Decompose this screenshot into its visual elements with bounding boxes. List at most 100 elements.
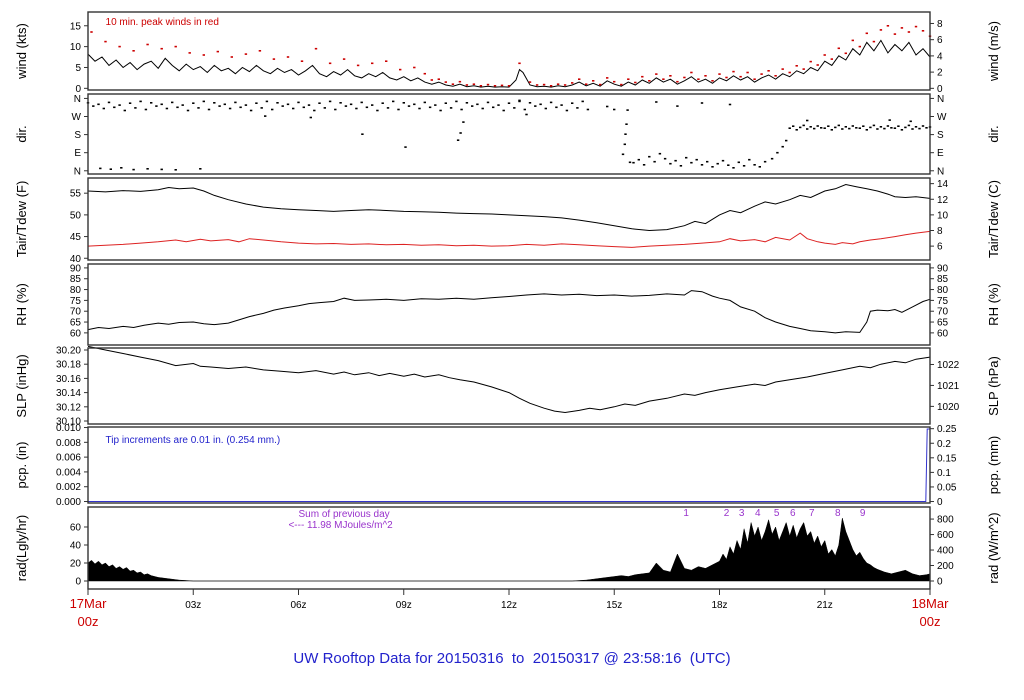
ytick-left-rh: 65 [70, 318, 82, 329]
ytick-left-rh: 60 [70, 328, 82, 339]
ytick-right-rad: 400 [937, 546, 954, 557]
annotation-rad-2: 1 [683, 508, 689, 519]
ytick-left-wind: 5 [75, 63, 81, 74]
annotation-rad-5: 4 [755, 508, 761, 519]
ytick-left-rad: 0 [75, 576, 81, 587]
ytick-left-rh: 80 [70, 285, 82, 296]
ytick-left-slp: 30.16 [56, 374, 81, 385]
axis-label-right-rh: RH (%) [986, 283, 1001, 326]
panel-wind: 0 5 10 15 0 2 4 6 8 wind (kts) wind (m/s) 10 min. p… [14, 11, 1001, 95]
series-wind-direction [86, 99, 932, 171]
ytick-right-slp: 1022 [937, 360, 960, 371]
panel-frame-wind [87, 11, 931, 91]
ytick-right-tair: 10 [937, 210, 949, 221]
ytick-left-pcp: 0.000 [56, 497, 81, 508]
axis-label-right-pcp: pcp. (mm) [986, 436, 1001, 495]
ytick-right-tair: 12 [937, 195, 949, 206]
ytick-left-slp: 30.18 [56, 360, 81, 371]
annotation-rad-8: 7 [809, 508, 815, 519]
annotation-pcp-0: Tip increments are 0.01 in. (0.254 mm.) [106, 435, 281, 446]
series-precip-accum [88, 428, 930, 502]
ytick-left-pcp: 0.008 [56, 438, 81, 449]
ytick-right-pcp: 0 [937, 497, 943, 508]
ytick-left-pcp: 0.010 [56, 423, 81, 434]
ytick-left-wind: 10 [70, 42, 82, 53]
ytick-right-dir: W [937, 112, 947, 123]
ytick-right-dir: N [937, 94, 944, 105]
annotation-rad-7: 6 [790, 508, 796, 519]
chart-title: UW Rooftop Data for 20150316 to 20150317… [293, 650, 731, 667]
ytick-left-rh: 85 [70, 274, 82, 285]
ytick-left-tair: 55 [70, 189, 82, 200]
xtick-label: 00z [920, 614, 941, 629]
series-wind-peak [90, 25, 932, 87]
ytick-left-slp: 30.12 [56, 402, 81, 413]
ytick-left-dir: S [74, 130, 81, 141]
ytick-right-tair: 8 [937, 226, 943, 237]
annotation-rad-1: <--- 11.98 MJoules/m^2 [288, 520, 393, 531]
panel-frame-slp [87, 347, 931, 425]
ytick-left-tair: 40 [70, 254, 82, 265]
axis-label-right-slp: SLP (hPa) [986, 356, 1001, 416]
ytick-left-slp: 30.10 [56, 417, 81, 428]
annotation-wind-0: 10 min. peak winds in red [106, 17, 219, 28]
ytick-left-slp: 30.20 [56, 345, 81, 356]
series-tair [87, 183, 931, 232]
ytick-right-rh: 70 [937, 307, 949, 318]
xtick-label: 06z [290, 600, 306, 611]
ytick-left-rh: 70 [70, 307, 82, 318]
ytick-right-rh: 90 [937, 263, 949, 274]
ytick-right-slp: 1021 [937, 381, 960, 392]
ytick-left-tair: 50 [70, 210, 82, 221]
ytick-left-rh: 75 [70, 296, 82, 307]
xtick-label: 17Mar [70, 596, 108, 611]
ytick-left-rad: 20 [70, 558, 82, 569]
annotation-rad-6: 5 [774, 508, 780, 519]
ytick-right-rad: 800 [937, 515, 954, 526]
ytick-left-pcp: 0.004 [56, 467, 81, 478]
axis-label-right-rad: rad (W/m^2) [986, 512, 1001, 583]
ytick-right-wind: 0 [937, 84, 943, 95]
ytick-right-dir: E [937, 148, 944, 159]
ytick-right-wind: 8 [937, 19, 943, 30]
ytick-right-rh: 75 [937, 296, 949, 307]
ytick-left-pcp: 0.006 [56, 453, 81, 464]
ytick-right-pcp: 0.25 [937, 424, 957, 435]
ytick-right-dir: N [937, 166, 944, 177]
ytick-right-rh: 80 [937, 285, 949, 296]
panel-frame-tair [87, 177, 931, 261]
ytick-left-wind: 0 [75, 84, 81, 95]
panel-frame-pcp [87, 426, 931, 504]
series-slp [87, 345, 931, 414]
annotation-rad-3: 2 [724, 508, 730, 519]
ytick-right-tair: 6 [937, 242, 943, 253]
ytick-right-wind: 2 [937, 68, 943, 79]
x-axis: 17Mar 00z 03z 06z 09z 12z 15z 18z 21z 18Mar 00z [70, 589, 949, 629]
axis-label-left-tair: Tair/Tdew (F) [14, 181, 29, 258]
xtick-label: 12z [501, 600, 517, 611]
axis-label-right-tair: Tair/Tdew (C) [986, 180, 1001, 258]
ytick-left-dir: W [72, 112, 82, 123]
xtick-label: 21z [817, 600, 833, 611]
axis-label-left-slp: SLP (inHg) [14, 354, 29, 417]
ytick-right-pcp: 0.15 [937, 453, 957, 464]
panel-slp: 30.10 30.12 30.14 30.16 30.18 30.20 1020 1021 10… [14, 345, 1001, 427]
axis-label-right-wind: wind (m/s) [986, 21, 1001, 82]
ytick-right-pcp: 0.05 [937, 482, 957, 493]
ytick-right-dir: S [937, 130, 944, 141]
ytick-left-wind: 15 [70, 21, 82, 32]
ytick-right-pcp: 0.2 [937, 439, 951, 450]
axis-label-left-rad: rad(Lgly/hr) [14, 515, 29, 581]
annotation-rad-4: 3 [739, 508, 745, 519]
ytick-right-wind: 4 [937, 51, 943, 62]
ytick-right-rh: 60 [937, 328, 949, 339]
ytick-left-rh: 90 [70, 263, 82, 274]
panel-frame-rh [87, 263, 931, 346]
ytick-right-slp: 1020 [937, 402, 960, 413]
series-rh [87, 290, 931, 334]
ytick-right-pcp: 0.1 [937, 468, 951, 479]
ytick-left-tair: 45 [70, 232, 82, 243]
